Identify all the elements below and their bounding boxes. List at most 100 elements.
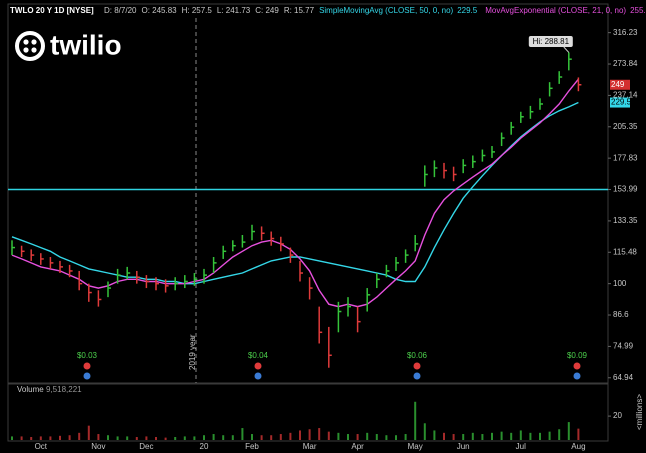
x-tick-label: Oct (35, 442, 48, 451)
earnings-label: $0.04 (248, 351, 269, 360)
volume-bar (491, 432, 493, 440)
volume-title: Volume (17, 385, 44, 394)
volume-bar (183, 436, 186, 440)
y-tick-label: 74.99 (613, 342, 634, 351)
volume-bar (567, 422, 570, 440)
logo-dot (23, 47, 29, 53)
volume-bar (462, 434, 465, 440)
earnings-label: $0.09 (567, 351, 588, 360)
x-tick-label: Jun (457, 442, 470, 451)
y-tick-label: 20 (613, 411, 622, 420)
volume-current: 9,518,221 (46, 385, 82, 394)
volume-bar (116, 436, 119, 440)
volume-bar (423, 423, 426, 440)
x-tick-label: Nov (91, 442, 105, 451)
logo-dot (31, 39, 37, 45)
volume-bar (260, 435, 263, 440)
volume-bar (145, 436, 148, 440)
volume-bar (299, 430, 301, 440)
legend-name: MovAvgExponential (CLOSE, 21, 0, no) (485, 6, 626, 15)
quote-field: H: 257.5 (182, 6, 213, 15)
volume-bar (135, 437, 138, 440)
volume-bar (539, 432, 541, 440)
price-panel (7, 3, 609, 384)
dividend-icon (254, 372, 262, 380)
volume-bar (241, 428, 244, 440)
high-label: Hi: 288.81 (533, 37, 570, 46)
dividend-icon (83, 372, 91, 380)
x-tick-label: Apr (351, 442, 364, 451)
volume-bar (279, 434, 282, 440)
price-tag (610, 79, 630, 90)
quote-field: O: 245.83 (141, 6, 177, 15)
y-tick-label: 316.23 (613, 28, 638, 37)
dividend-icon (573, 372, 581, 380)
volume-bar (68, 435, 71, 440)
dividend-icon (413, 372, 421, 380)
volume-bar (500, 431, 503, 440)
volume-bar (231, 435, 234, 440)
logo-dot (23, 39, 29, 45)
volume-bar (20, 436, 23, 440)
quote-field: C: 249 (255, 6, 279, 15)
volume-bar (49, 436, 52, 440)
volume-bar (452, 434, 455, 440)
y-tick-label: 273.84 (613, 59, 638, 68)
volume-bar (107, 435, 109, 440)
volume-bar (318, 428, 321, 440)
x-tick-label: 20 (200, 442, 209, 451)
legend-value: 255.38 (630, 6, 646, 15)
earnings-icon (83, 362, 91, 370)
quote-field: D: 8/7/20 (104, 6, 137, 15)
earnings-icon (254, 362, 262, 370)
volume-bar (212, 434, 215, 440)
x-tick-label: Jul (516, 442, 526, 451)
volume-unit: <millions> (635, 394, 644, 430)
volume-bar (203, 435, 205, 440)
price-tag-label: 249 (611, 80, 625, 89)
earnings-icon (573, 362, 581, 370)
volume-bar (347, 434, 349, 440)
volume-bar (519, 430, 522, 440)
x-tick-label: Aug (571, 442, 585, 451)
volume-bar (356, 434, 359, 440)
price-tag (610, 97, 630, 108)
volume-bar (87, 425, 90, 440)
moving-average (11, 78, 579, 308)
volume-bar (337, 432, 340, 440)
x-tick-label: Dec (139, 442, 153, 451)
volume-bar (414, 401, 417, 440)
volume-bar (289, 432, 292, 440)
volume-bar (78, 432, 81, 440)
moving-average (11, 101, 579, 285)
quote-field: L: 241.73 (217, 6, 251, 15)
volume-bar (443, 432, 445, 440)
legend-value: 229.5 (457, 6, 478, 15)
logo-text: twilio (50, 29, 122, 60)
y-tick-label: 86.6 (613, 310, 629, 319)
volume-bar (59, 435, 61, 440)
volume-bar (404, 434, 407, 440)
volume-bar (164, 437, 167, 440)
volume-bar (385, 435, 388, 440)
symbol-title: TWLO 20 Y 1D [NYSE] (10, 6, 94, 15)
earnings-label: $0.06 (407, 351, 428, 360)
volume-bar (395, 435, 397, 440)
year-marker: 2019 year (188, 334, 197, 370)
volume-bar (126, 436, 129, 440)
volume-bar (433, 430, 436, 440)
volume-bar (471, 432, 474, 440)
y-tick-label: 64.94 (613, 373, 634, 382)
volume-bar (97, 434, 100, 440)
logo: twilio (15, 29, 122, 61)
high-pointer (563, 46, 570, 53)
volume-bar (558, 429, 561, 440)
volume-bar (174, 437, 177, 440)
quote-field: R: 15.77 (284, 6, 315, 15)
volume-bar (577, 428, 580, 440)
y-tick-label: 153.99 (613, 185, 638, 194)
volume-panel (7, 383, 609, 442)
